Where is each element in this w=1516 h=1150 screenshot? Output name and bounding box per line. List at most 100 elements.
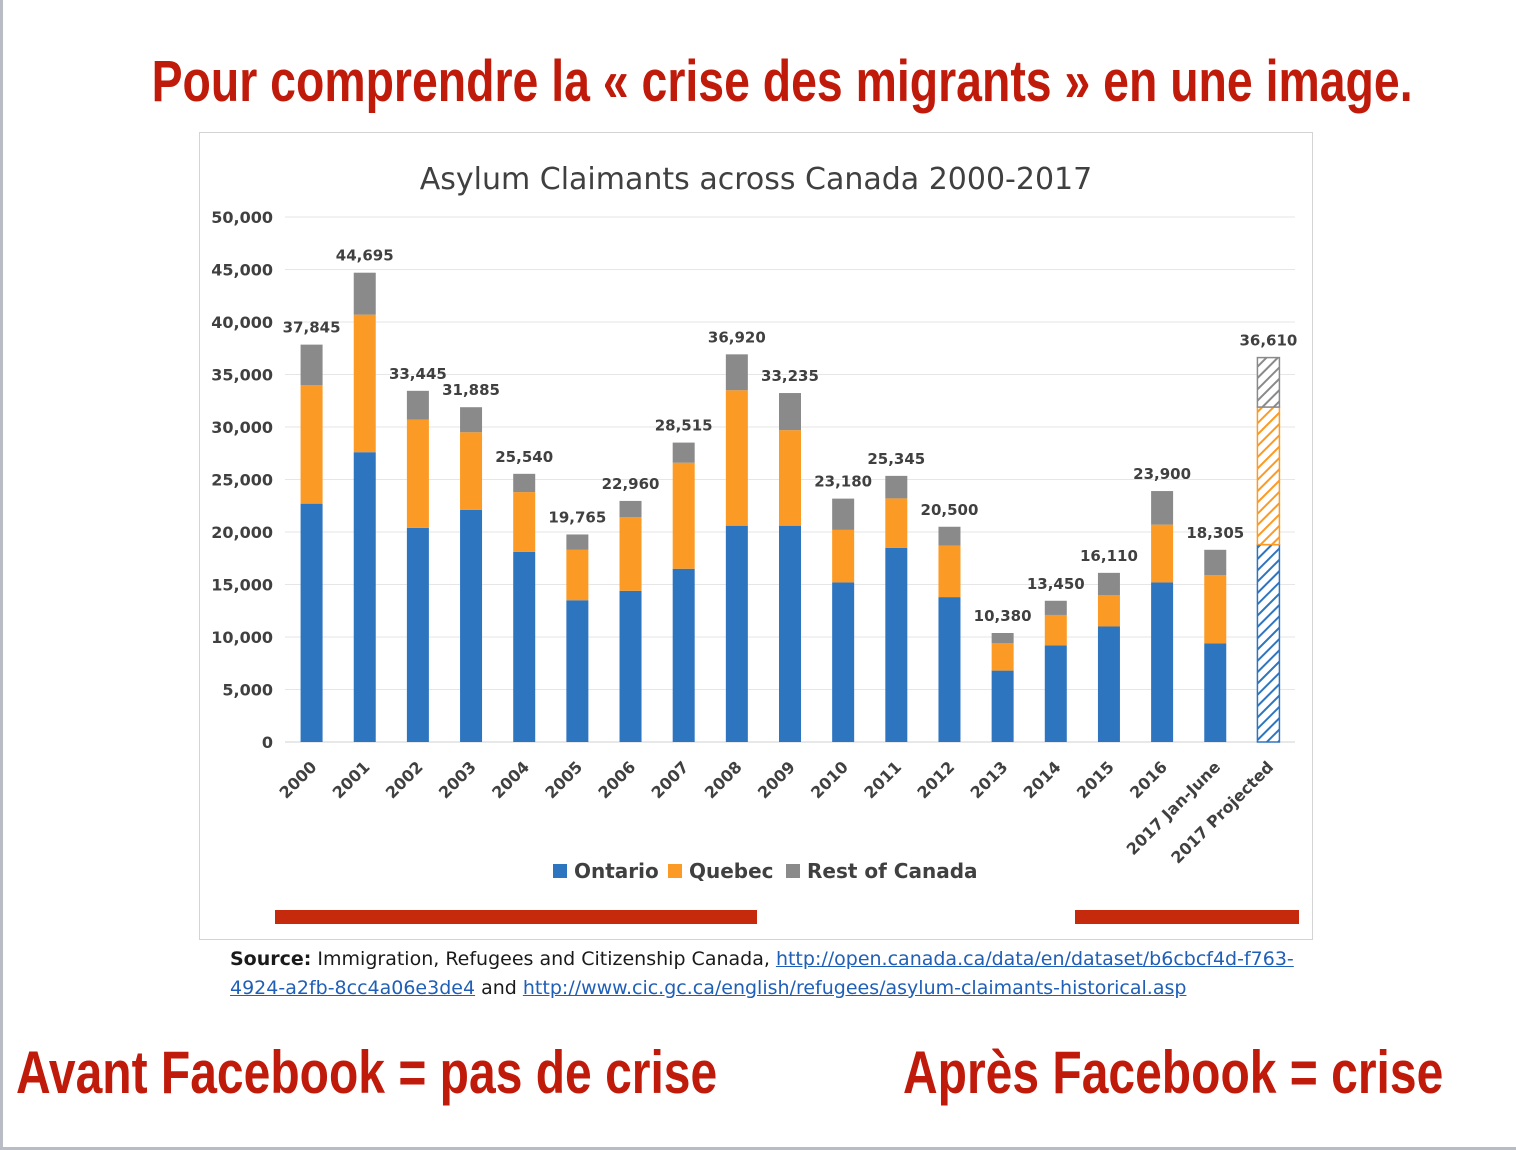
bar-quebec-2017-projected (1256, 406, 1281, 546)
bar-rest-2010 (832, 498, 855, 530)
x-tick-label: 2009 (754, 757, 799, 802)
source-and: and (475, 977, 523, 999)
bar-rest-2008 (725, 354, 748, 391)
data-label-total: 16,110 (1080, 547, 1138, 565)
bar-quebec-2009 (779, 430, 801, 526)
chart-panel: Asylum Claimants across Canada 2000-2017… (199, 132, 1313, 940)
data-label-total: 23,900 (1133, 465, 1191, 483)
bar-ontario-2008 (725, 525, 748, 742)
x-tick-label: 2017 Projected (1167, 757, 1277, 867)
x-tick-label: 2014 (1020, 757, 1065, 802)
legend-swatch-ontario (553, 864, 567, 878)
data-label-total: 23,180 (814, 473, 872, 491)
data-label-total: 36,920 (708, 328, 766, 346)
x-tick-label: 2003 (435, 757, 480, 802)
x-tick-label: 2012 (913, 757, 958, 802)
data-label-total: 37,845 (283, 319, 341, 337)
chart-title: Asylum Claimants across Canada 2000-2017 (420, 162, 1092, 197)
data-label-total: 44,695 (336, 247, 394, 265)
bar-ontario-2017-jan-june (1204, 643, 1227, 742)
bar-ontario-2013 (991, 670, 1014, 742)
data-label-total: 25,345 (867, 450, 925, 468)
y-tick-label: 0 (262, 733, 273, 752)
bar-ontario-2017-projected (1256, 543, 1281, 743)
source-link-open-canada[interactable]: http://open.canada.ca/data/en/dataset/b6… (230, 948, 1294, 999)
slide-frame-bottom (0, 1147, 1516, 1150)
bar-quebec-2008 (725, 390, 748, 526)
y-tick-label: 50,000 (211, 208, 273, 227)
bar-quebec-2014 (1044, 614, 1067, 646)
bar-rest-2012 (938, 526, 961, 546)
bar-ontario-2009 (779, 525, 801, 742)
bar-ontario-2016 (1151, 582, 1174, 742)
source-label: Source: (230, 948, 312, 970)
x-tick-label: 2016 (1126, 757, 1171, 802)
x-tick-label: 2013 (967, 757, 1012, 802)
bar-rest-2011 (885, 475, 908, 499)
data-label-total: 36,610 (1239, 332, 1297, 350)
stacked-bar-chart: Asylum Claimants across Canada 2000-2017… (211, 162, 1297, 883)
y-tick-label: 30,000 (211, 418, 273, 437)
bar-rest-2000 (300, 344, 323, 385)
x-tick-label: 2001 (329, 757, 374, 802)
x-tick-label: 2002 (382, 757, 427, 802)
data-label-total: 13,450 (1027, 575, 1085, 593)
data-label-total: 20,500 (921, 501, 979, 519)
y-tick-label: 25,000 (211, 471, 273, 490)
bar-ontario-2014 (1044, 645, 1067, 742)
bar-ontario-2001 (353, 452, 376, 742)
bar-ontario-2011 (885, 547, 908, 742)
legend-label-rest: Rest of Canada (807, 859, 978, 883)
bar-quebec-2011 (885, 498, 908, 548)
bar-quebec-2000 (300, 385, 323, 504)
bar-rest-2006 (619, 500, 642, 518)
data-label-total: 19,765 (548, 508, 606, 526)
bar-quebec-2015 (1097, 595, 1120, 627)
x-tick-label: 2011 (860, 757, 905, 802)
bar-quebec-2017-jan-june (1204, 575, 1227, 644)
bar-rest-2013 (991, 633, 1014, 644)
bar-quebec-2002 (406, 419, 429, 528)
data-label-total: 33,235 (761, 367, 819, 385)
chart-legend: Ontario Quebec Rest of Canada (553, 859, 978, 883)
legend-swatch-quebec (668, 864, 682, 878)
bar-quebec-2004 (513, 492, 536, 552)
y-tick-label: 5,000 (222, 681, 273, 700)
x-tick-label: 2006 (594, 757, 639, 802)
y-tick-label: 35,000 (211, 366, 273, 385)
legend-swatch-rest (786, 864, 800, 878)
x-tick-label: 2007 (648, 757, 693, 802)
slide-frame-left (0, 0, 3, 1150)
bar-ontario-2012 (938, 597, 961, 742)
bar-ontario-2003 (460, 509, 483, 742)
bar-rest-2015 (1097, 572, 1120, 595)
bar-ontario-2000 (300, 503, 323, 742)
bar-rest-2005 (566, 534, 589, 550)
bar-quebec-2010 (832, 529, 855, 583)
bar-quebec-2001 (353, 314, 376, 453)
bar-rest-2014 (1044, 600, 1067, 615)
y-tick-label: 20,000 (211, 523, 273, 542)
bar-rest-2017-jan-june (1204, 549, 1227, 576)
x-tick-label: 2005 (541, 757, 586, 802)
x-tick-label: 2004 (488, 757, 533, 802)
legend-label-ontario: Ontario (574, 859, 659, 883)
bar-quebec-2016 (1151, 524, 1174, 583)
bar-rest-2007 (672, 442, 695, 463)
bar-quebec-2006 (619, 517, 642, 591)
bar-rest-2016 (1151, 491, 1174, 525)
bar-ontario-2010 (832, 582, 855, 742)
bar-ontario-2006 (619, 590, 642, 742)
slide-headline: Pour comprendre la « crise des migrants … (151, 49, 1413, 114)
source-text: Immigration, Refugees and Citizenship Ca… (311, 948, 776, 970)
bar-ontario-2002 (406, 527, 429, 742)
data-label-total: 28,515 (655, 417, 713, 435)
bar-quebec-2005 (566, 549, 589, 601)
y-tick-label: 10,000 (211, 628, 273, 647)
data-label-total: 25,540 (495, 448, 553, 466)
source-link-cic[interactable]: http://www.cic.gc.ca/english/refugees/as… (522, 977, 1187, 999)
data-label-total: 10,380 (974, 607, 1032, 625)
bar-rest-2009 (779, 393, 801, 431)
bar-rest-2003 (460, 407, 483, 433)
bar-quebec-2012 (938, 545, 961, 598)
